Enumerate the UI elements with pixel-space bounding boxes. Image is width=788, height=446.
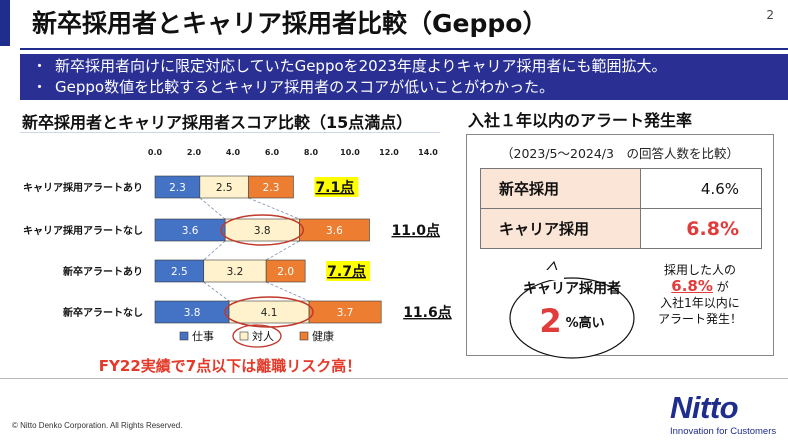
data-label: 2.5: [171, 266, 188, 278]
table-row: 新卒採用 4.6%: [480, 168, 762, 209]
logo-tagline: Innovation for Customers: [670, 426, 777, 437]
data-label: 2.3: [263, 182, 280, 194]
data-label: 3.8: [254, 225, 271, 237]
data-label: 4.1: [261, 307, 278, 319]
summary-bullets: 新卒採用者向けに限定対応していたGeppoを2023年度よりキャリア採用者にも範…: [20, 54, 788, 100]
row-value-career: 6.8%: [640, 208, 762, 249]
bar-connector: [199, 197, 226, 220]
total-label: 11.0点: [392, 222, 441, 239]
bar-segment: [298, 218, 370, 242]
bar-segment: [248, 175, 294, 199]
callout-number: 2: [539, 302, 562, 340]
data-label: 3.2: [227, 266, 244, 278]
title-accent-bar: [0, 0, 10, 46]
callout-line1: キャリア採用者: [523, 281, 621, 297]
data-label: 3.7: [337, 307, 354, 319]
x-tick-label: 12.0: [379, 148, 399, 157]
row-label-new-grad: 新卒採用: [480, 168, 641, 209]
category-label: キャリア採用アラートなし: [23, 224, 143, 237]
legend-label: 健康: [312, 329, 334, 343]
chart-title-rule: [20, 132, 440, 133]
chart-title: 新卒採用者とキャリア採用者スコア比較（15点満点）: [22, 113, 413, 132]
alert-rate-table: 新卒採用 4.6% キャリア採用 6.8%: [480, 168, 762, 249]
footer-divider: [0, 378, 788, 379]
data-label: 3.6: [182, 225, 199, 237]
x-tick-label: 14.0: [418, 148, 438, 157]
side-note-line3: アラート発生！: [657, 312, 742, 326]
category-label: 新卒アラートあり: [63, 265, 143, 278]
row-label-career: キャリア採用: [480, 208, 641, 249]
title-underline: [20, 48, 788, 50]
side-note-suffix: が: [716, 280, 729, 294]
risk-note: FY22実績で7点以下は離職リスク高！: [98, 357, 362, 375]
legend-swatch: [179, 331, 189, 341]
bar-connector: [203, 240, 226, 261]
bar-connector: [265, 240, 300, 261]
x-tick-label: 6.0: [265, 148, 280, 157]
x-tick-label: 4.0: [226, 148, 241, 157]
legend-label: 対人: [252, 329, 274, 343]
total-highlight: [314, 177, 359, 197]
side-note: 採用した人の 6.8% が 入社1年以内に アラート発生！: [640, 262, 760, 327]
total-label: 7.1点: [315, 179, 354, 196]
callout-bubble: [509, 260, 635, 359]
legend-highlight-circle: [232, 324, 282, 348]
legend-swatch: [299, 331, 309, 341]
bar-connector: [248, 197, 300, 220]
callout-unit: %高い: [565, 315, 605, 331]
alert-panel-subtitle: （2023/5～2024/3 の回答人数を比較）: [501, 146, 739, 161]
page-number: 2: [766, 8, 774, 22]
legend-label: 仕事: [192, 330, 214, 343]
data-label: 2.0: [277, 266, 294, 278]
total-label: 7.7点: [327, 263, 366, 280]
category-label: 新卒アラートなし: [63, 306, 143, 319]
bar-connector: [265, 281, 310, 302]
slide-title: 新卒採用者とキャリア採用者比較（Geppo）: [32, 9, 548, 38]
x-tick-label: 0.0: [148, 148, 163, 157]
category-label: キャリア採用アラートあり: [23, 181, 143, 194]
side-note-highlight: 6.8%: [671, 277, 713, 295]
row-value-new-grad: 4.6%: [640, 168, 762, 209]
bar-segment: [265, 259, 306, 283]
alert-panel-title: 入社１年以内のアラート発生率: [468, 111, 693, 130]
data-label: 2.5: [216, 182, 233, 194]
table-row: キャリア採用 6.8%: [480, 208, 762, 249]
total-highlight: [326, 261, 371, 281]
x-tick-label: 10.0: [340, 148, 360, 157]
data-label: 3.6: [326, 225, 343, 237]
bullet-1: 新卒採用者向けに限定対応していたGeppoを2023年度よりキャリア採用者にも範…: [32, 56, 788, 77]
callout-text: キャリア採用者 2 %高い: [515, 278, 629, 340]
bar-segment: [308, 300, 382, 324]
nitto-logo: Nitto: [670, 390, 739, 425]
data-label: 3.8: [184, 307, 201, 319]
legend-swatch: [239, 331, 249, 341]
data-label: 2.3: [169, 182, 186, 194]
x-tick-label: 2.0: [187, 148, 202, 157]
copyright-text: © Nitto Denko Corporation. All Rights Re…: [12, 421, 183, 430]
x-tick-label: 8.0: [304, 148, 319, 157]
bullet-2: Geppo数値を比較するとキャリア採用者のスコアが低いことがわかった。: [32, 77, 788, 98]
side-note-line2: 入社1年以内に: [660, 296, 740, 310]
highlight-circle: [220, 214, 305, 246]
total-label: 11.6点: [403, 304, 452, 321]
bar-connector: [203, 281, 230, 302]
side-note-line1: 採用した人の: [663, 263, 736, 277]
stacked-bar-chart: 0.0 2.0 4.0 6.0 8.0 10.0 12.0 14.0 キャリア採用アラートあり 2…: [23, 148, 452, 348]
